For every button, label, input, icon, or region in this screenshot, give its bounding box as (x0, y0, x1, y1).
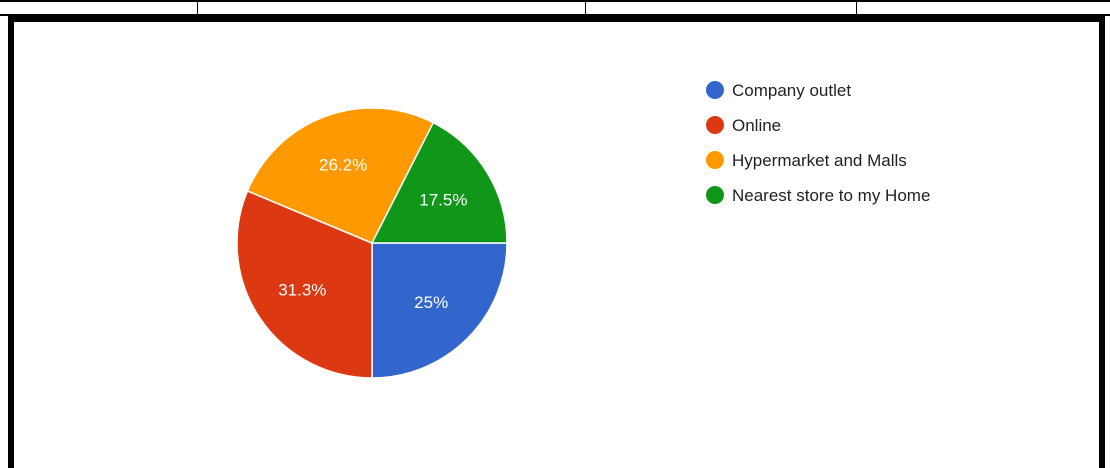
top-table-strip (0, 0, 1110, 16)
table-divider (585, 2, 586, 14)
legend-swatch (706, 151, 724, 169)
slice-value-label: 25% (414, 293, 448, 312)
legend-entry-label: Online (732, 116, 781, 135)
legend-entry-label: Company outlet (732, 81, 851, 100)
pie-slice-company-outlet (371, 242, 508, 379)
legend-entry-label: Nearest store to my Home (732, 186, 930, 205)
pie-slice-online (236, 189, 373, 379)
table-divider (197, 2, 198, 14)
pie-slice-nearest-store-to-my-home (370, 121, 508, 244)
legend-entry-label: Hypermarket and Malls (732, 151, 907, 170)
chart-frame (8, 16, 1105, 468)
legend-swatch (706, 81, 724, 99)
slice-value-label: 31.3% (278, 280, 326, 299)
pie-slice-labels: 25% 31.3% 26.2% 17.5% (278, 155, 467, 312)
slice-value-label: 17.5% (419, 190, 467, 209)
pie-slices (236, 107, 508, 379)
legend-swatch (706, 186, 724, 204)
table-divider (856, 2, 857, 14)
legend-swatch (706, 116, 724, 134)
pie-slice-hypermarket-and-malls (246, 107, 435, 244)
chart-legend: Company outlet Online Hypermarket and Mall… (706, 81, 930, 205)
slice-value-label: 26.2% (319, 155, 367, 174)
